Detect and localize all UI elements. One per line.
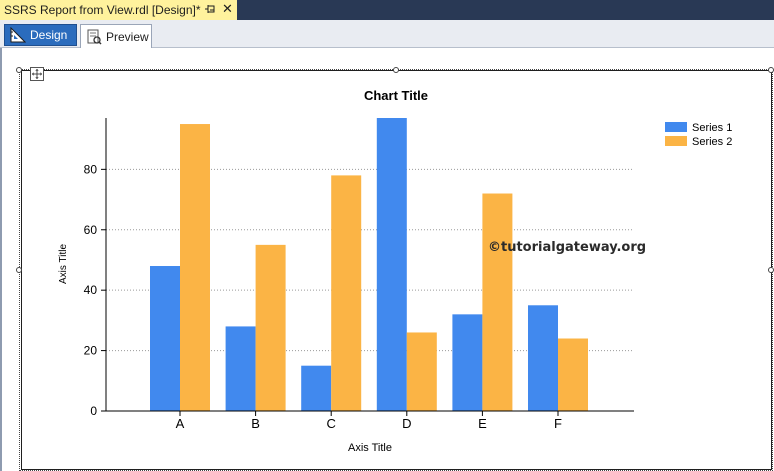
tab-preview-label: Preview bbox=[106, 29, 149, 44]
tab-design[interactable]: Design bbox=[4, 24, 77, 46]
document-tab-title: SSRS Report from View.rdl [Design]* bbox=[4, 3, 201, 17]
resize-handle-left[interactable] bbox=[16, 267, 22, 273]
bar-series2 bbox=[406, 332, 437, 411]
y-tick-label: 0 bbox=[90, 404, 97, 418]
bar-series1 bbox=[452, 314, 483, 411]
x-tick-label: F bbox=[554, 416, 562, 431]
move-handle-icon[interactable] bbox=[30, 67, 44, 81]
x-tick-label: A bbox=[176, 416, 185, 431]
bar-series2 bbox=[255, 244, 286, 411]
legend-label: Series 1 bbox=[692, 122, 732, 134]
pin-icon[interactable] bbox=[203, 2, 216, 16]
y-tick-label: 60 bbox=[84, 223, 98, 237]
bar-series1 bbox=[150, 266, 180, 411]
bar-series1 bbox=[301, 365, 332, 411]
watermark: ©tutorialgateway.org bbox=[488, 240, 647, 255]
x-tick-label: E bbox=[478, 416, 487, 431]
bar-series2 bbox=[180, 124, 210, 412]
legend-swatch bbox=[665, 136, 687, 146]
legend-swatch bbox=[665, 122, 687, 132]
bar-series1 bbox=[376, 118, 407, 411]
resize-handle-top[interactable] bbox=[393, 67, 399, 73]
bar-series2 bbox=[558, 338, 588, 411]
y-tick-label: 40 bbox=[84, 283, 98, 297]
bar-series2 bbox=[482, 193, 513, 411]
chart-title: Chart Title bbox=[364, 88, 428, 103]
document-tab-strip: SSRS Report from View.rdl [Design]* ✕ bbox=[0, 0, 774, 20]
view-tab-bar: Design Preview bbox=[0, 20, 774, 48]
tab-preview[interactable]: Preview bbox=[80, 24, 152, 48]
tab-design-label: Design bbox=[30, 28, 68, 42]
x-axis-title: Axis Title bbox=[348, 442, 392, 454]
close-icon[interactable]: ✕ bbox=[222, 1, 233, 16]
y-tick-label: 20 bbox=[84, 344, 98, 358]
x-tick-label: B bbox=[251, 416, 260, 431]
x-tick-label: C bbox=[327, 416, 336, 431]
preview-report-icon bbox=[87, 29, 102, 45]
document-tab[interactable]: SSRS Report from View.rdl [Design]* ✕ bbox=[0, 0, 237, 20]
bar-series1 bbox=[528, 305, 558, 411]
resize-handle-top-left[interactable] bbox=[16, 67, 22, 73]
y-tick-label: 80 bbox=[84, 162, 98, 176]
y-axis-title: Axis Title bbox=[58, 244, 69, 284]
x-tick-label: D bbox=[402, 416, 411, 431]
bar-series1 bbox=[225, 326, 256, 411]
legend-label: Series 2 bbox=[692, 136, 732, 148]
bar-series2 bbox=[331, 175, 362, 411]
design-ruler-icon bbox=[10, 27, 26, 43]
left-margin-line bbox=[0, 48, 2, 471]
